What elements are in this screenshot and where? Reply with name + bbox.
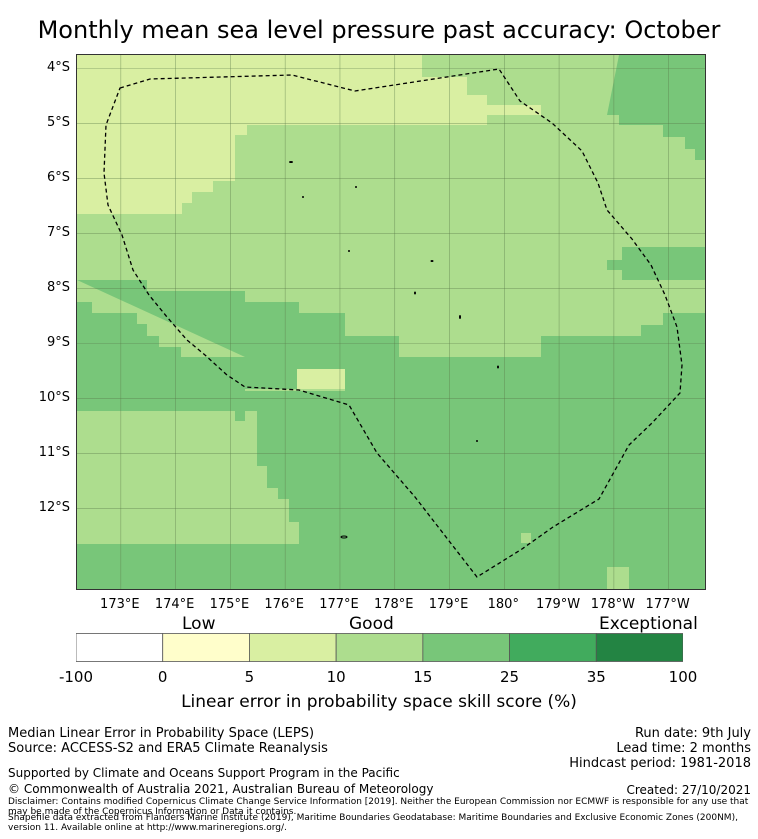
footer-shapefile: Shapefile data extracted from Flanders M… <box>8 813 738 833</box>
category-good: Good <box>349 614 394 634</box>
region-5-10-topleft <box>77 55 487 214</box>
region-15-25-topright <box>607 55 705 160</box>
colorbar-tick-label: 0 <box>157 668 168 686</box>
lon-label: 177°W <box>645 597 690 612</box>
lon-label: 180° <box>487 597 519 612</box>
footer-copyright: © Commonwealth of Australia 2021, Austra… <box>8 782 434 796</box>
lat-label: 4°S <box>46 59 70 75</box>
graticule <box>77 55 705 589</box>
footer-source: Source: ACCESS-S2 and ERA5 Climate Reana… <box>8 741 328 756</box>
lon-label: 178°E <box>373 597 414 612</box>
footer-lead-time: Lead time: 2 months <box>616 741 751 756</box>
colorbar-segment <box>249 633 337 662</box>
footer-created: Created: 27/10/2021 <box>626 783 751 797</box>
lat-label: 9°S <box>46 334 70 350</box>
footer-hindcast: Hindcast period: 1981-2018 <box>569 756 751 771</box>
footer-run-date: Run date: 9th July <box>634 726 751 741</box>
lat-label: 5°S <box>46 114 70 130</box>
colorbar-label: Linear error in probability space skill … <box>181 692 577 712</box>
map-title: Monthly mean sea level pressure past acc… <box>37 16 721 44</box>
colorbar-segment <box>335 633 424 662</box>
skill-map <box>76 54 706 590</box>
footer-method: Median Linear Error in Probability Space… <box>8 726 315 741</box>
colorbar-segment <box>75 633 164 662</box>
region-15-25-right <box>607 247 705 280</box>
footer-supported: Supported by Climate and Oceans Support … <box>8 766 400 780</box>
lon-label: 178°W <box>590 597 635 612</box>
colorbar-tick-label: 15 <box>413 668 433 686</box>
category-low: Low <box>182 614 216 634</box>
lon-label: 175°E <box>209 597 250 612</box>
colorbar-segment <box>422 633 510 662</box>
colorbar-tick-label: 35 <box>586 668 606 686</box>
colorbar-segment <box>509 633 597 662</box>
colorbar <box>75 633 684 662</box>
category-exceptional: Exceptional <box>599 614 698 634</box>
region-5-10-patch <box>297 369 345 389</box>
footer-disclaimer: Disclaimer: Contains modified Copernicus… <box>8 797 749 817</box>
colorbar-tick-label: -100 <box>58 668 94 686</box>
colorbar-tick-label: 25 <box>500 668 520 686</box>
colorbar-svg <box>75 633 684 662</box>
lat-label: 7°S <box>46 224 70 240</box>
islands <box>289 161 499 539</box>
lat-label: 8°S <box>46 279 70 295</box>
colorbar-segment <box>162 633 250 662</box>
eez-boundary <box>103 68 683 578</box>
colorbar-segment <box>595 633 684 662</box>
skill-map-svg <box>77 55 705 589</box>
lon-label: 177°E <box>319 597 359 612</box>
region-10-15-dot <box>521 533 531 543</box>
lat-label: 10°S <box>38 389 70 405</box>
colorbar-tick-label: 10 <box>326 668 346 686</box>
lat-label: 6°S <box>46 169 70 185</box>
lon-label: 174°E <box>154 597 195 612</box>
region-10-15-west <box>77 302 245 421</box>
region-10-15-patch <box>432 325 487 336</box>
lon-label: 173°E <box>100 597 140 612</box>
lon-label: 179°W <box>535 597 581 612</box>
lon-label: 179°E <box>428 597 469 612</box>
colorbar-tick-label: 5 <box>244 668 255 686</box>
lon-label: 176°E <box>264 597 304 612</box>
colorbar-tick-label: 100 <box>668 668 698 686</box>
lat-label: 11°S <box>38 444 70 460</box>
lat-label: 12°S <box>38 499 70 515</box>
region-10-15-southwest <box>77 411 299 544</box>
region-5-10-strip <box>465 105 541 115</box>
region-10-15-se <box>607 567 629 589</box>
